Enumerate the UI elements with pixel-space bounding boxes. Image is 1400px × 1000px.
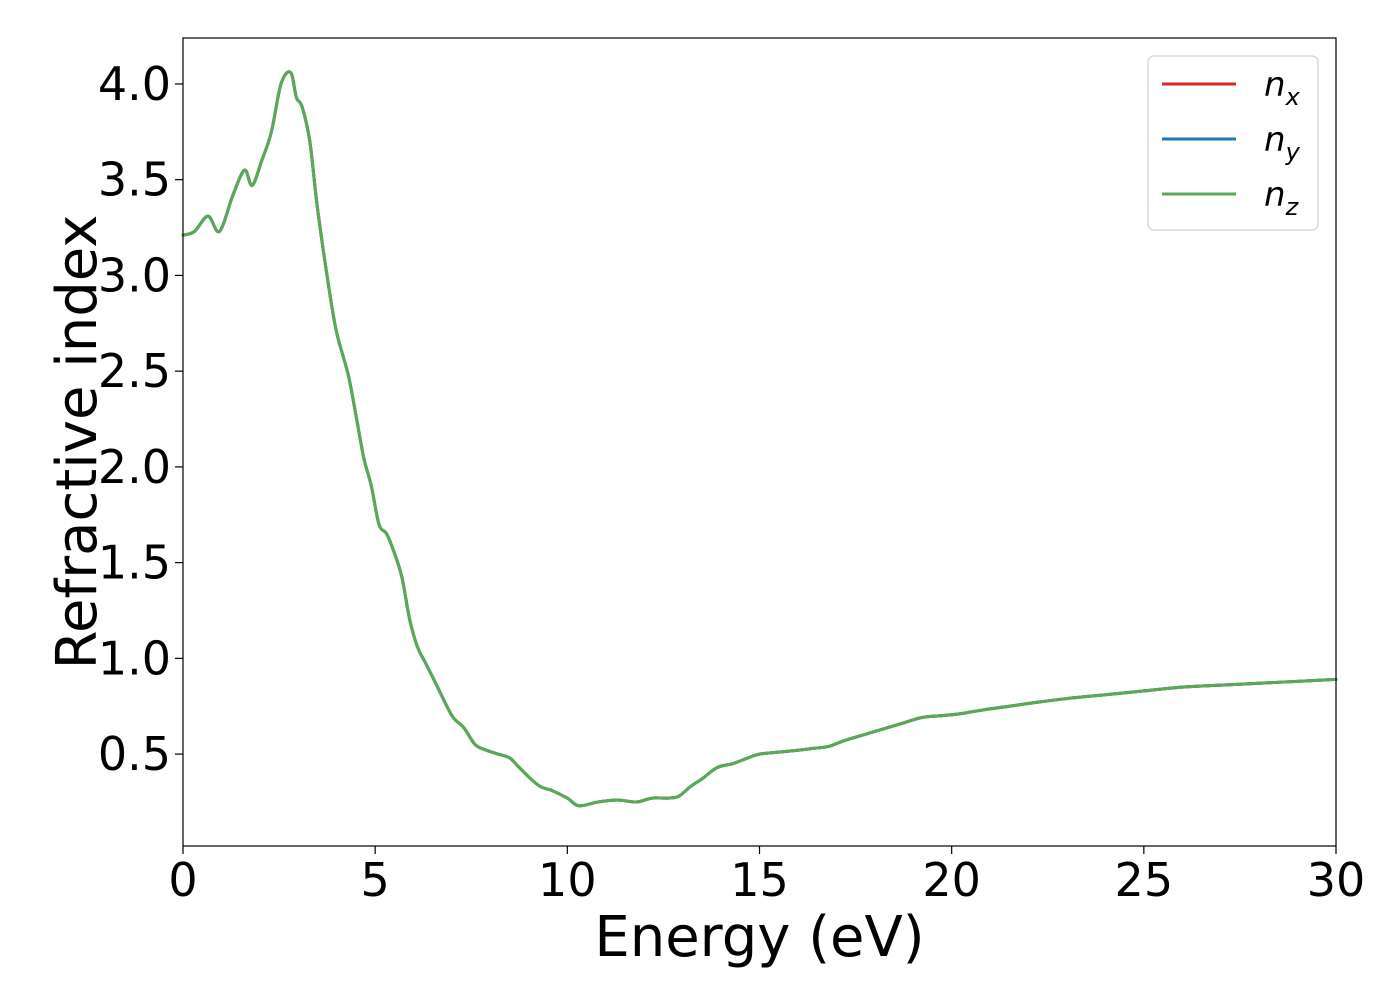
- y-tick-label: 3.0: [98, 248, 171, 302]
- y-tick-label: 0.5: [98, 727, 171, 781]
- x-tick-label: 10: [538, 853, 597, 907]
- x-axis-ticks: 0 5 10 15 20 25 30: [168, 846, 1365, 907]
- legend-label-subscript: y: [1285, 138, 1301, 166]
- legend-label: nx: [1264, 65, 1301, 111]
- y-tick-label: 2.0: [98, 440, 171, 494]
- legend-label-base: n: [1264, 65, 1286, 105]
- x-tick-label: 0: [168, 853, 197, 907]
- x-tick-label: 25: [1115, 853, 1174, 907]
- series-line-z: [181, 70, 1338, 808]
- legend-label: nz: [1264, 175, 1300, 221]
- legend-label-subscript: z: [1285, 193, 1300, 221]
- legend-item-z: nz: [1162, 175, 1300, 221]
- y-tick-label: 1.0: [98, 631, 171, 685]
- y-tick-label: 4.0: [98, 57, 171, 111]
- y-tick-label: 3.5: [98, 153, 171, 207]
- y-tick-label: 1.5: [98, 536, 171, 590]
- x-tick-label: 30: [1307, 853, 1366, 907]
- legend-item-x: nx: [1162, 65, 1301, 111]
- legend-label-base: n: [1264, 120, 1286, 160]
- legend-label-subscript: x: [1285, 83, 1301, 111]
- series-layer: [181, 70, 1338, 808]
- y-axis-ticks: 0.5 1.0 1.5 2.0 2.5 3.0 3.5 4.0: [98, 57, 183, 781]
- legend-item-y: ny: [1162, 120, 1301, 166]
- legend-box: [1147, 55, 1319, 231]
- legend-label-base: n: [1264, 175, 1286, 215]
- x-tick-label: 5: [361, 853, 390, 907]
- y-tick-label: 2.5: [98, 344, 171, 398]
- x-tick-label: 20: [922, 853, 981, 907]
- x-tick-label: 15: [730, 853, 789, 907]
- x-axis-title: Energy (eV): [594, 905, 924, 970]
- y-axis-title: Refractive index: [45, 215, 110, 670]
- legend-label: ny: [1264, 120, 1301, 166]
